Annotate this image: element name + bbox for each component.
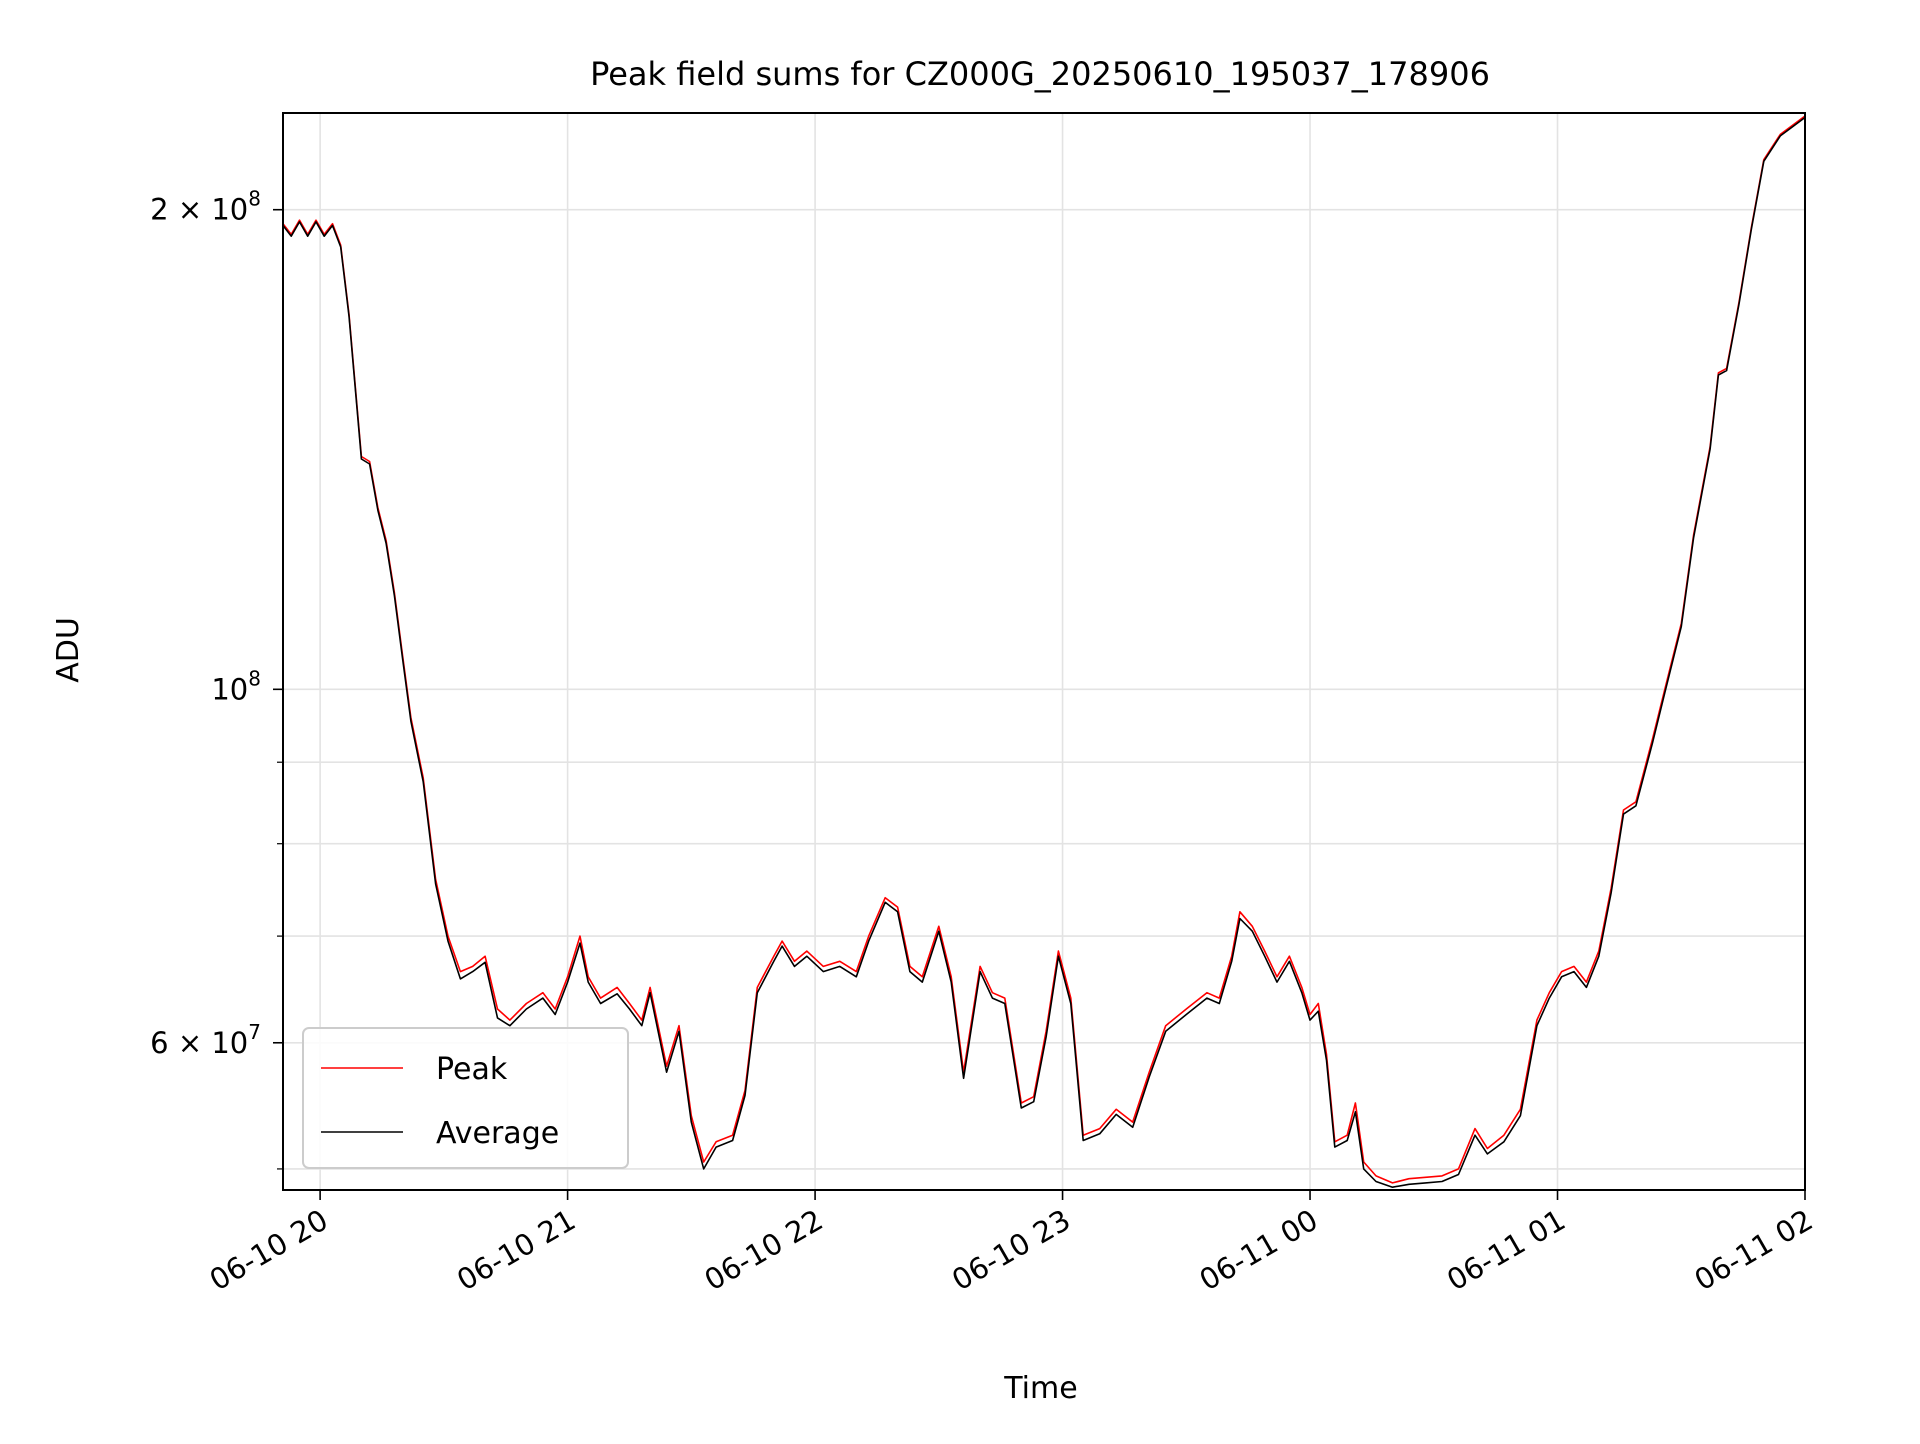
y-tick-label: 2 × 108 (150, 187, 261, 227)
plot-frame (282, 112, 1806, 1191)
series-lines (282, 115, 1806, 1188)
x-axis-label: Time (1003, 1371, 1077, 1406)
legend-label-average: Average (436, 1116, 559, 1151)
y-tick-label: 108 (211, 666, 261, 706)
series-line-peak (282, 115, 1806, 1184)
legend: Peak Average (302, 1027, 629, 1169)
legend-box (302, 1027, 629, 1169)
y-tick-label: 6 × 107 (150, 1020, 261, 1060)
series-line-average (282, 116, 1806, 1188)
chart-title: Peak field sums for CZ000G_20250610_1950… (590, 55, 1490, 93)
y-axis-label: ADU (51, 617, 86, 683)
legend-label-peak: Peak (436, 1052, 508, 1087)
